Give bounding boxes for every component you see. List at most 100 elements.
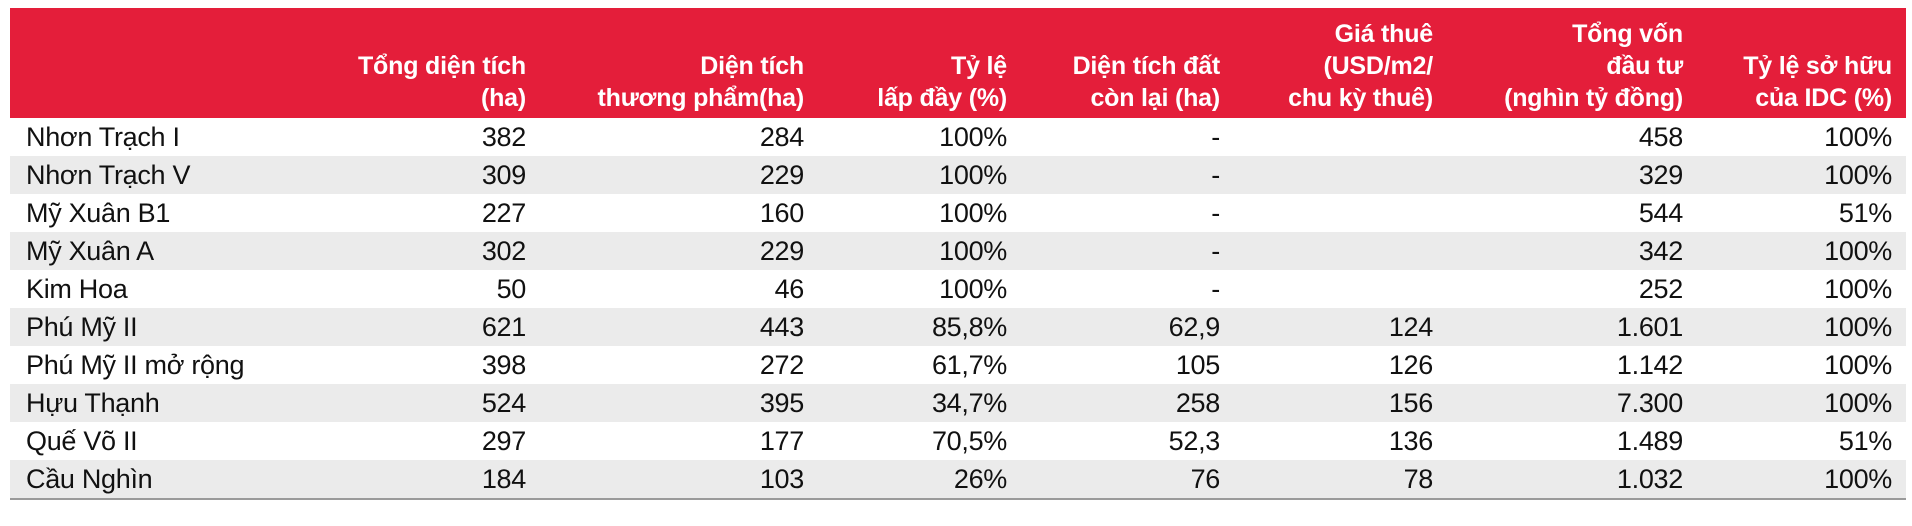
cell-rental-price [1234,232,1447,270]
cell-total-investment: 1.489 [1447,422,1697,460]
cell-total-area: 309 [272,156,540,194]
table-row: Cầu Nghìn 184 103 26% 76 78 1.032 100% [10,460,1906,498]
cell-total-investment: 544 [1447,194,1697,232]
cell-occupancy-rate: 34,7% [818,384,1021,422]
table-body: Nhơn Trạch I 382 284 100% - 458 100% Nhơ… [10,118,1906,498]
cell-total-investment: 1.032 [1447,460,1697,498]
cell-total-area: 302 [272,232,540,270]
cell-remaining-land: 52,3 [1021,422,1234,460]
cell-park-name: Mỹ Xuân A [10,232,272,270]
cell-rental-price: 78 [1234,460,1447,498]
cell-rental-price: 124 [1234,308,1447,346]
cell-park-name: Mỹ Xuân B1 [10,194,272,232]
cell-park-name: Quế Võ II [10,422,272,460]
header-park-name [10,8,272,118]
cell-commercial-area: 272 [540,346,818,384]
table-row: Mỹ Xuân A 302 229 100% - 342 100% [10,232,1906,270]
cell-commercial-area: 395 [540,384,818,422]
cell-commercial-area: 229 [540,232,818,270]
header-commercial-area: Diện tích thương phẩm(ha) [540,8,818,118]
cell-total-area: 50 [272,270,540,308]
cell-commercial-area: 160 [540,194,818,232]
cell-total-area: 382 [272,118,540,156]
header-occupancy-rate: Tỷ lệ lấp đầy (%) [818,8,1021,118]
industrial-parks-table: Tổng diện tích (ha) Diện tích thương phẩ… [10,8,1906,498]
cell-remaining-land: - [1021,194,1234,232]
cell-rental-price: 126 [1234,346,1447,384]
cell-commercial-area: 46 [540,270,818,308]
cell-idc-ownership: 100% [1697,308,1906,346]
cell-rental-price [1234,118,1447,156]
cell-idc-ownership: 51% [1697,422,1906,460]
cell-remaining-land: 105 [1021,346,1234,384]
cell-remaining-land: - [1021,118,1234,156]
cell-occupancy-rate: 100% [818,118,1021,156]
cell-idc-ownership: 51% [1697,194,1906,232]
cell-total-investment: 1.601 [1447,308,1697,346]
cell-commercial-area: 229 [540,156,818,194]
cell-rental-price [1234,194,1447,232]
cell-rental-price [1234,156,1447,194]
cell-remaining-land: 258 [1021,384,1234,422]
industrial-parks-table-container: Tổng diện tích (ha) Diện tích thương phẩ… [10,8,1906,500]
cell-occupancy-rate: 70,5% [818,422,1021,460]
cell-park-name: Cầu Nghìn [10,460,272,498]
cell-total-investment: 252 [1447,270,1697,308]
cell-remaining-land: - [1021,232,1234,270]
cell-remaining-land: - [1021,270,1234,308]
cell-total-investment: 458 [1447,118,1697,156]
table-bottom-rule [10,498,1906,500]
cell-park-name: Phú Mỹ II mở rộng [10,346,272,384]
cell-rental-price: 156 [1234,384,1447,422]
cell-remaining-land: - [1021,156,1234,194]
cell-commercial-area: 103 [540,460,818,498]
cell-commercial-area: 177 [540,422,818,460]
table-row: Phú Mỹ II mở rộng 398 272 61,7% 105 126 … [10,346,1906,384]
cell-total-area: 227 [272,194,540,232]
cell-remaining-land: 76 [1021,460,1234,498]
cell-total-investment: 329 [1447,156,1697,194]
header-total-area: Tổng diện tích (ha) [272,8,540,118]
cell-occupancy-rate: 100% [818,270,1021,308]
cell-commercial-area: 443 [540,308,818,346]
cell-rental-price [1234,270,1447,308]
table-row: Nhơn Trạch I 382 284 100% - 458 100% [10,118,1906,156]
cell-total-area: 524 [272,384,540,422]
cell-park-name: Nhơn Trạch V [10,156,272,194]
cell-total-investment: 342 [1447,232,1697,270]
cell-idc-ownership: 100% [1697,118,1906,156]
cell-idc-ownership: 100% [1697,460,1906,498]
cell-total-area: 621 [272,308,540,346]
table-row: Phú Mỹ II 621 443 85,8% 62,9 124 1.601 1… [10,308,1906,346]
cell-total-investment: 7.300 [1447,384,1697,422]
cell-park-name: Phú Mỹ II [10,308,272,346]
table-row: Hựu Thạnh 524 395 34,7% 258 156 7.300 10… [10,384,1906,422]
cell-park-name: Nhơn Trạch I [10,118,272,156]
cell-occupancy-rate: 61,7% [818,346,1021,384]
cell-total-area: 398 [272,346,540,384]
table-row: Nhơn Trạch V 309 229 100% - 329 100% [10,156,1906,194]
cell-total-area: 184 [272,460,540,498]
header-remaining-land: Diện tích đất còn lại (ha) [1021,8,1234,118]
table-row: Kim Hoa 50 46 100% - 252 100% [10,270,1906,308]
cell-idc-ownership: 100% [1697,346,1906,384]
cell-total-investment: 1.142 [1447,346,1697,384]
cell-occupancy-rate: 100% [818,156,1021,194]
header-row: Tổng diện tích (ha) Diện tích thương phẩ… [10,8,1906,118]
cell-remaining-land: 62,9 [1021,308,1234,346]
cell-idc-ownership: 100% [1697,384,1906,422]
header-idc-ownership: Tỷ lệ sở hữu của IDC (%) [1697,8,1906,118]
cell-park-name: Kim Hoa [10,270,272,308]
header-rental-price: Giá thuê (USD/m2/ chu kỳ thuê) [1234,8,1447,118]
header-total-investment: Tổng vốn đầu tư (nghìn tỷ đồng) [1447,8,1697,118]
table-row: Quế Võ II 297 177 70,5% 52,3 136 1.489 5… [10,422,1906,460]
cell-occupancy-rate: 26% [818,460,1021,498]
table-row: Mỹ Xuân B1 227 160 100% - 544 51% [10,194,1906,232]
cell-occupancy-rate: 100% [818,232,1021,270]
cell-occupancy-rate: 85,8% [818,308,1021,346]
cell-total-area: 297 [272,422,540,460]
cell-idc-ownership: 100% [1697,156,1906,194]
cell-rental-price: 136 [1234,422,1447,460]
cell-idc-ownership: 100% [1697,270,1906,308]
cell-park-name: Hựu Thạnh [10,384,272,422]
